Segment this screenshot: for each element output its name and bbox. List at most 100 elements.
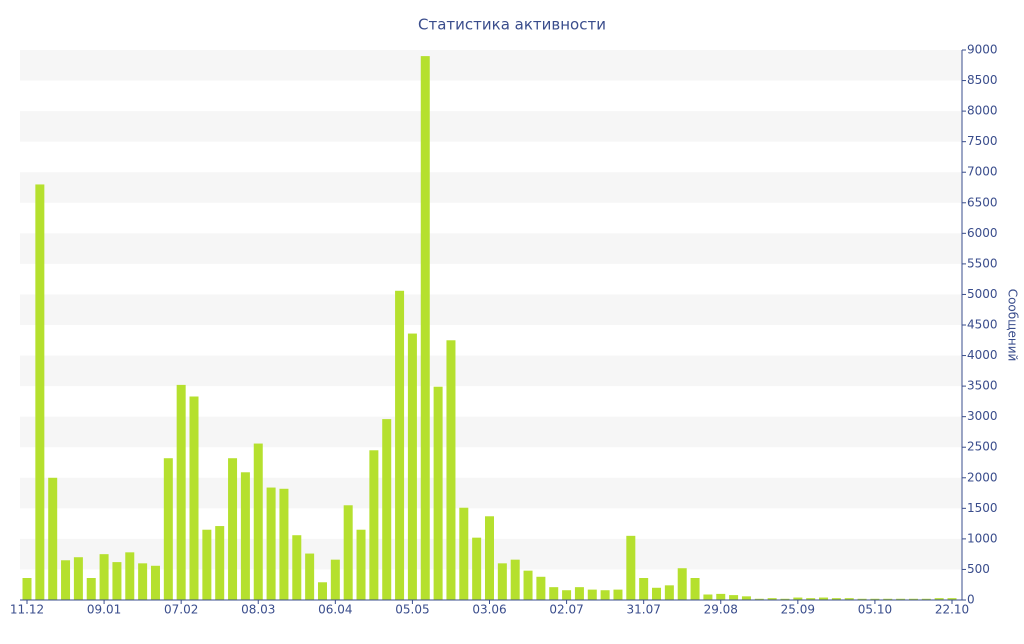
bar [215, 526, 225, 600]
bar [61, 560, 71, 600]
bar [382, 419, 392, 600]
bar [613, 589, 623, 600]
grid-band [20, 477, 962, 509]
y-tick-label: 2000 [967, 470, 998, 484]
bar [510, 559, 520, 600]
bar [857, 598, 867, 600]
bar [549, 587, 559, 600]
y-tick-label: 3000 [967, 409, 998, 423]
y-axis-label: Сообщений [1006, 289, 1020, 362]
bar [562, 590, 572, 600]
y-tick-label: 3500 [967, 379, 998, 393]
y-tick-label: 8000 [967, 104, 998, 118]
bar [793, 597, 803, 600]
bar [523, 570, 533, 600]
y-tick-label: 500 [967, 562, 990, 576]
bar [48, 477, 58, 600]
bar [497, 563, 507, 600]
bar [947, 598, 957, 600]
bar [86, 578, 96, 600]
bar [356, 529, 366, 600]
y-tick-label: 8500 [967, 73, 998, 87]
bar [639, 578, 649, 600]
y-tick-label: 5500 [967, 256, 998, 270]
bar [664, 585, 674, 600]
grid-band [20, 111, 962, 142]
bar [472, 537, 482, 600]
bar [112, 562, 122, 600]
y-tick-label: 7500 [967, 134, 998, 148]
bar [305, 553, 315, 600]
y-tick-label: 6000 [967, 226, 998, 240]
bar [600, 590, 610, 600]
bar [150, 565, 160, 600]
y-tick-label: 0 [967, 593, 975, 607]
bar [536, 576, 546, 600]
grid-band [20, 294, 962, 325]
grid-band [20, 172, 962, 203]
bar [292, 535, 302, 600]
x-tick-label: 22.10 [935, 603, 969, 617]
bar [138, 563, 148, 600]
bar [459, 507, 469, 600]
x-tick-label: 25.09 [781, 603, 815, 617]
bar [652, 587, 662, 600]
x-tick-label: 08.03 [241, 603, 275, 617]
x-tick-label: 09.01 [87, 603, 121, 617]
grid-band [20, 50, 962, 81]
bar [433, 386, 443, 600]
bar [446, 340, 456, 600]
bar [870, 598, 880, 600]
bar [420, 56, 430, 601]
y-tick-label: 1500 [967, 501, 998, 515]
bar [240, 472, 250, 600]
bar [343, 505, 353, 600]
bar [574, 587, 584, 600]
bar [831, 598, 841, 600]
bar [806, 598, 816, 600]
x-tick-label: 05.05 [395, 603, 429, 617]
bar [485, 516, 494, 600]
bar [921, 598, 931, 600]
grid-band [20, 416, 962, 448]
bar [407, 333, 417, 600]
bar [189, 396, 199, 600]
bar [279, 488, 289, 600]
bar [908, 598, 918, 600]
grid-band [20, 355, 962, 387]
bar [22, 578, 32, 600]
x-tick-label: 06.04 [318, 603, 352, 617]
bar [716, 593, 726, 600]
y-tick-label: 6500 [967, 195, 998, 209]
bar [163, 458, 173, 600]
bar [99, 554, 109, 600]
x-tick-label: 02.07 [549, 603, 583, 617]
x-tick-label: 05.10 [858, 603, 892, 617]
bar [690, 578, 700, 600]
x-tick-label: 07.02 [164, 603, 198, 617]
x-tick-label: 03.06 [472, 603, 506, 617]
bar [73, 557, 83, 600]
bar [330, 559, 340, 600]
bar [767, 598, 777, 600]
grid-band [20, 233, 962, 264]
bar [369, 450, 379, 600]
bar [896, 598, 906, 600]
x-tick-label: 31.07 [626, 603, 660, 617]
bar [125, 552, 135, 600]
bar [395, 290, 405, 600]
bar [228, 458, 238, 600]
y-tick-label: 4500 [967, 318, 998, 332]
bar [317, 582, 327, 600]
y-tick-label: 1000 [967, 531, 998, 545]
bar [934, 598, 944, 600]
bar [754, 598, 764, 600]
bar [819, 597, 829, 600]
bar [202, 529, 212, 600]
bar [176, 384, 186, 600]
y-tick-label: 7000 [967, 165, 998, 179]
bar [677, 568, 687, 600]
chart-title: Статистика активности [418, 16, 606, 34]
y-tick-label: 9000 [967, 43, 998, 57]
x-tick-label: 11.12 [10, 603, 44, 617]
